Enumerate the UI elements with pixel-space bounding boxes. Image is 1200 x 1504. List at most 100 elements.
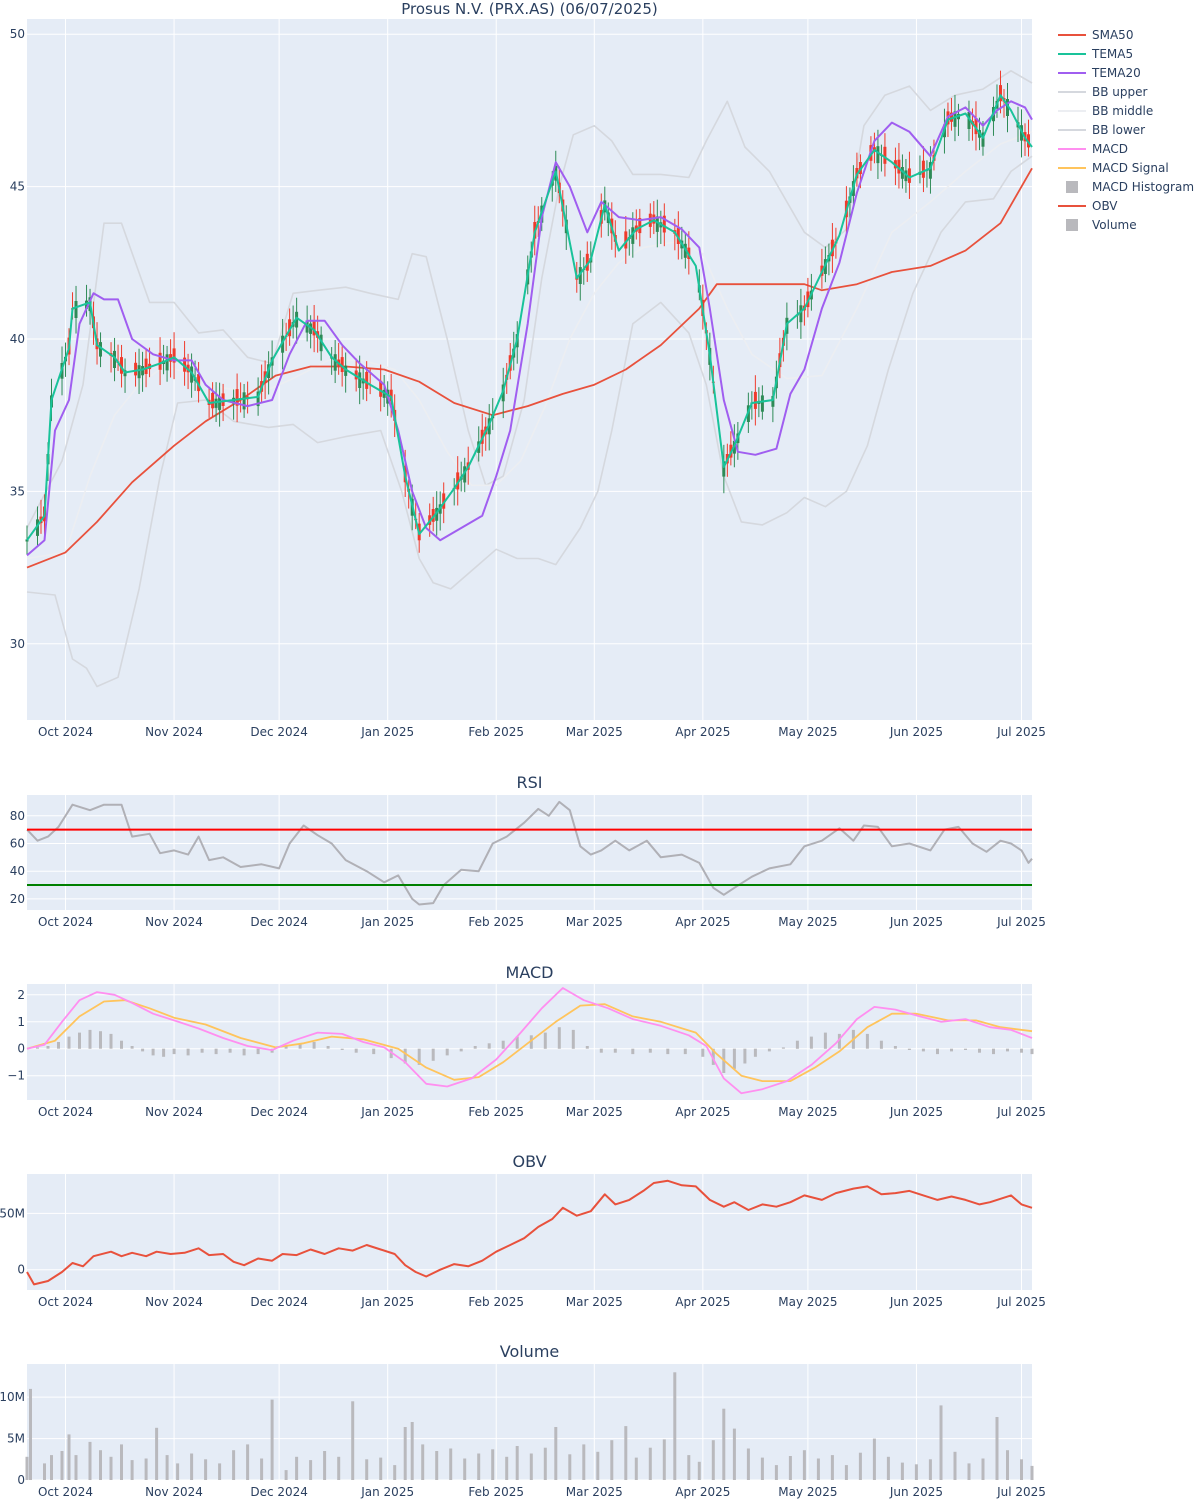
x-tick-label: Jul 2025: [996, 1485, 1046, 1499]
macd-histogram-bar: [701, 1048, 705, 1057]
candle-body: [585, 253, 589, 271]
macd-histogram-bar: [950, 1048, 953, 1052]
volume-bar: [435, 1451, 439, 1480]
y-tick-label: 45: [10, 180, 25, 194]
macd-histogram-bar: [543, 1032, 547, 1049]
x-tick-label: Feb 2025: [468, 1105, 524, 1119]
x-tick-label: May 2025: [778, 1105, 837, 1119]
macd-histogram-bar: [631, 1048, 635, 1055]
y-tick-label: −1: [7, 1069, 25, 1083]
volume-bar: [624, 1426, 628, 1480]
macd-histogram-bar: [487, 1043, 491, 1049]
candle-body: [172, 348, 176, 363]
x-tick-label: Feb 2025: [468, 725, 524, 739]
candle-body: [344, 365, 348, 376]
candle-body: [281, 335, 285, 353]
panel-title: Volume: [500, 1342, 560, 1361]
panel-rsi: 20 40 60 80 Oct 2024 Nov 2024 Dec 2024 Jan 2025…: [10, 773, 1046, 929]
volume-bar: [365, 1459, 369, 1480]
x-tick-label: Mar 2025: [566, 1295, 623, 1309]
candle-body: [211, 392, 215, 409]
x-tick-label: Nov 2024: [145, 1295, 203, 1309]
legend-item-macd-signal[interactable]: MACD Signal: [1058, 161, 1169, 175]
legend-label: MACD Histogram: [1092, 180, 1194, 194]
volume-bar: [673, 1372, 677, 1480]
candle-body: [655, 216, 659, 232]
candle-body: [85, 300, 88, 309]
volume-bar: [449, 1448, 453, 1480]
macd-histogram-bar: [711, 1048, 715, 1065]
macd-histogram-bar: [992, 1048, 995, 1055]
volume-bar: [1006, 1450, 1009, 1480]
macd-histogram-bar: [1006, 1048, 1009, 1052]
volume-bar: [648, 1447, 652, 1480]
candle-body: [340, 357, 344, 372]
volume-bar: [491, 1449, 495, 1480]
candle-body: [197, 374, 201, 392]
x-tick-label: Jan 2025: [360, 725, 414, 739]
volume-bar: [246, 1444, 250, 1480]
macd-histogram-bar: [256, 1048, 260, 1055]
legend-item-macd-histogram[interactable]: MACD Histogram: [1066, 180, 1194, 194]
y-tick-label: 35: [10, 484, 25, 498]
x-tick-label: Dec 2024: [250, 1485, 308, 1499]
legend-item-bb-upper[interactable]: BB upper: [1058, 85, 1148, 99]
volume-bar: [634, 1457, 638, 1480]
y-tick-label: 20: [10, 892, 25, 906]
plot-background: [27, 19, 1032, 720]
macd-histogram-bar: [795, 1040, 799, 1049]
candle-body: [760, 395, 764, 412]
legend-item-tema5[interactable]: TEMA5: [1058, 47, 1133, 61]
candle-body: [74, 301, 78, 318]
legend-item-tema20[interactable]: TEMA20: [1058, 66, 1141, 80]
x-tick-label: Feb 2025: [468, 1295, 524, 1309]
candle-body: [312, 320, 316, 336]
x-tick-label: Feb 2025: [468, 915, 524, 929]
x-tick-label: Jan 2025: [360, 915, 414, 929]
bb-middle-line: [26, 131, 1033, 560]
x-tick-label: Apr 2025: [675, 1485, 730, 1499]
y-tick-label: 80: [10, 809, 25, 823]
plot-background: [27, 795, 1032, 910]
volume-bar: [554, 1427, 558, 1480]
volume-bar: [204, 1459, 208, 1480]
panel-macd: −1 0 1 2 Oct 2024 Nov 2024 Dec 2024 Jan 2025 Feb…: [7, 963, 1046, 1119]
legend-item-macd[interactable]: MACD: [1058, 142, 1128, 156]
volume-bar: [284, 1470, 288, 1480]
candle-body: [158, 352, 162, 370]
candle-body: [648, 213, 652, 227]
macd-line: [26, 987, 1033, 1095]
candle-body: [921, 160, 925, 178]
x-tick-label: Jun 2025: [889, 725, 943, 739]
candle-body: [578, 267, 582, 284]
y-tick-label: 0: [17, 1042, 25, 1056]
macd-histogram-bar: [186, 1048, 190, 1056]
candle-body: [120, 357, 123, 374]
legend-item-volume[interactable]: Volume: [1066, 218, 1137, 232]
legend-item-obv[interactable]: OBV: [1058, 199, 1118, 213]
volume-bar: [176, 1463, 180, 1480]
x-tick-label: Jun 2025: [889, 1485, 943, 1499]
legend-item-sma50[interactable]: SMA50: [1058, 28, 1133, 42]
panel-volume: 0 5M 10M Oct 2024 Nov 2024 Dec 2024 Jan 2025 Fe…: [0, 1342, 1046, 1499]
macd-histogram-bar: [99, 1031, 102, 1049]
macd-histogram-bar: [298, 1043, 302, 1049]
legend-item-bb-middle[interactable]: BB middle: [1058, 104, 1153, 118]
macd-histogram-bar: [936, 1048, 939, 1055]
volume-bar: [788, 1456, 792, 1480]
candle-body: [36, 519, 39, 536]
macd-histogram-bar: [964, 1048, 967, 1050]
candle-body: [999, 85, 1002, 102]
macd-histogram-bar: [162, 1048, 166, 1057]
x-tick-label: Jun 2025: [889, 1295, 943, 1309]
macd-histogram-bar: [459, 1048, 463, 1052]
legend-label: TEMA20: [1091, 66, 1141, 80]
volume-bar: [1020, 1459, 1023, 1480]
candle-body: [722, 461, 726, 477]
tema5-line: [26, 94, 1033, 541]
macd-histogram-bar: [1020, 1048, 1023, 1053]
candle-body: [333, 354, 337, 371]
volume-bar: [967, 1463, 971, 1480]
legend-item-bb-lower[interactable]: BB lower: [1058, 123, 1145, 137]
candle-body: [365, 372, 369, 389]
